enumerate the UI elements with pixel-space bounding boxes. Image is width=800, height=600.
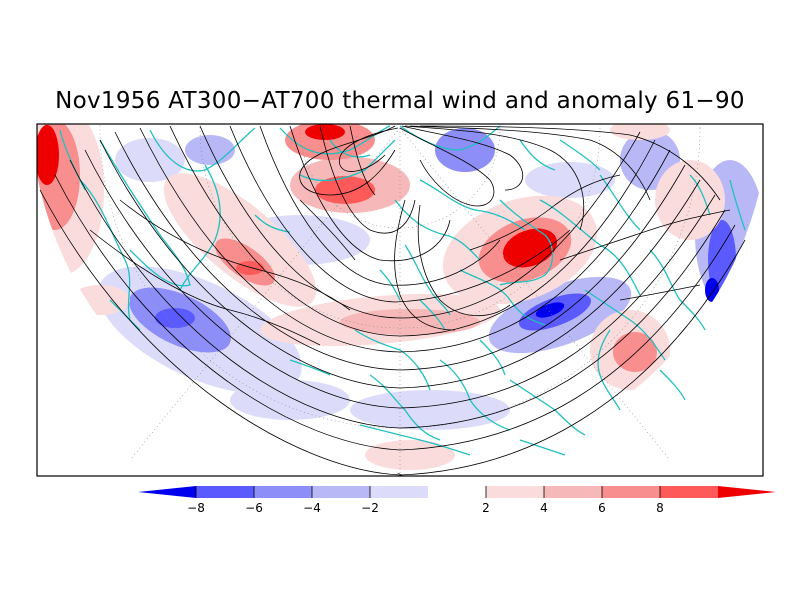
colorbar-swatch (312, 486, 370, 498)
colorbar-swatch (486, 486, 544, 498)
colorbar-swatch (660, 486, 718, 498)
colorbar-label: 4 (540, 501, 548, 515)
colorbar-label: 8 (656, 501, 664, 515)
colorbar-label: 6 (598, 501, 606, 515)
colorbar-label: −8 (187, 501, 205, 515)
colorbar-swatch (254, 486, 312, 498)
colorbar-swatch (718, 486, 776, 498)
thermal-wind-streamlines (39, 125, 746, 475)
colorbar-swatch (196, 486, 254, 498)
colorbar-label: −4 (303, 501, 321, 515)
colorbar-label: −2 (361, 501, 379, 515)
colorbar-swatch (370, 486, 428, 498)
colorbar-label: −6 (245, 501, 263, 515)
colorbar-swatch (138, 486, 196, 498)
colorbar-label: 2 (482, 501, 490, 515)
map-title: Nov1956 AT300−AT700 thermal wind and ano… (55, 88, 745, 114)
colorbar-swatch (602, 486, 660, 498)
colorbar-swatch (544, 486, 602, 498)
coastlines (59, 125, 746, 456)
colorbar-swatch (428, 486, 486, 498)
map-frame (36, 123, 764, 477)
